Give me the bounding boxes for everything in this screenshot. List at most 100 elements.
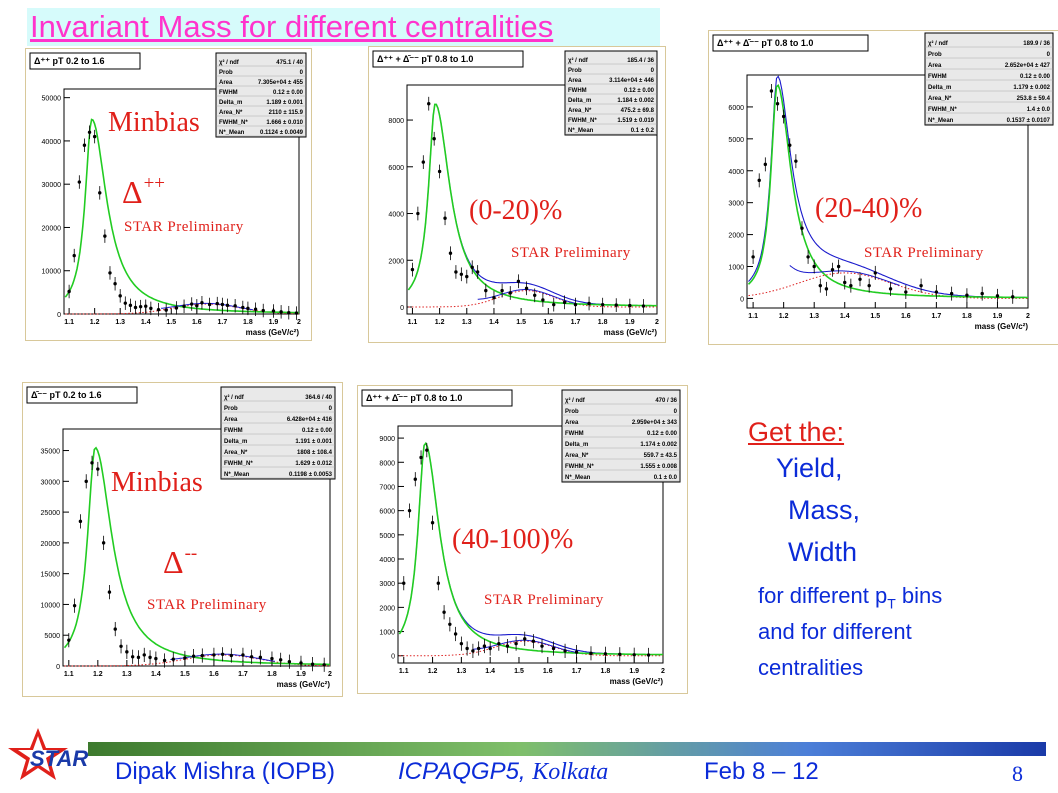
- data-point: [299, 661, 303, 665]
- stats-value: 1.184 ± 0.002: [617, 98, 654, 104]
- stats-value: 1808 ± 108.4: [297, 450, 333, 456]
- data-point: [133, 305, 138, 310]
- data-point: [90, 461, 94, 465]
- stats-value: 1.191 ± 0.001: [295, 439, 332, 445]
- peak-fit-curve: [747, 83, 1028, 299]
- stats-value: 0.1537 ± 0.0107: [1007, 118, 1051, 124]
- data-point: [492, 295, 496, 300]
- y-tick-label: 25000: [41, 510, 61, 517]
- mass-item: Mass,: [788, 495, 861, 525]
- stats-key: FWHM_N*: [568, 118, 597, 124]
- data-point: [67, 638, 71, 642]
- stats-value: 0: [651, 68, 655, 74]
- data-point: [119, 644, 123, 649]
- stats-key: FWHM_N*: [928, 107, 957, 113]
- x-tick-label: 1.9: [629, 668, 639, 675]
- data-point: [949, 291, 954, 296]
- data-point: [72, 253, 76, 258]
- data-point: [508, 291, 512, 295]
- data-point: [488, 646, 492, 651]
- stats-value: 1.519 ± 0.019: [617, 118, 654, 124]
- centralities-text-1: and for different: [758, 619, 912, 644]
- data-point: [465, 646, 469, 651]
- data-point: [249, 655, 254, 659]
- x-axis-label: mass (GeV/c²): [246, 328, 300, 337]
- data-point: [195, 304, 199, 308]
- y-tick-label: 0: [391, 654, 395, 661]
- stats-value: 470 / 36: [655, 398, 677, 404]
- data-point: [113, 627, 117, 631]
- x-tick-label: 1.9: [993, 313, 1003, 320]
- y-tick-label: 15000: [41, 572, 61, 579]
- data-point: [873, 271, 877, 275]
- y-tick-label: 6000: [379, 509, 395, 516]
- x-tick-label: 1.5: [166, 319, 176, 326]
- data-point: [476, 646, 481, 651]
- stats-key: Prob: [565, 409, 579, 415]
- stats-key: χ² / ndf: [565, 397, 586, 404]
- data-point: [82, 143, 87, 147]
- y-tick-label: 0: [57, 312, 61, 319]
- data-point: [156, 307, 161, 312]
- x-tick-label: 2: [655, 319, 659, 326]
- data-point: [67, 289, 71, 294]
- y-tick-label: 2000: [388, 258, 404, 265]
- x-tick-label: 1.5: [870, 313, 880, 320]
- data-point: [514, 641, 518, 646]
- peak-fit-curve: [63, 446, 330, 666]
- stats-key: Area_N*: [224, 450, 248, 456]
- panel-title-box: [361, 389, 513, 407]
- stats-key: Prob: [928, 52, 942, 58]
- x-tick-label: 1.8: [962, 313, 972, 320]
- y-tick-label: 30000: [42, 182, 62, 189]
- footer-gradient-bar: [88, 742, 1046, 756]
- x-axis-label: mass (GeV/c²): [610, 677, 664, 686]
- y-tick-label: 4000: [388, 212, 404, 219]
- data-point: [103, 234, 107, 238]
- data-point: [279, 310, 283, 314]
- stats-value: 0.12 ± 0.00: [647, 431, 678, 437]
- plot-svg: 0 5000 10000 15000 20000 25000 30000 35000 1.1 1.…: [26, 386, 336, 689]
- plot-panel-40-100: 0 1000 2000 3000 4000 5000 6000 7000 8000 9000 1.1…: [357, 385, 688, 694]
- x-tick-label: 1.6: [543, 668, 553, 675]
- x-tick-label: 1.1: [748, 313, 758, 320]
- slide-title: Invariant Mass for different centralitie…: [27, 8, 660, 46]
- data-point: [587, 301, 591, 306]
- data-point: [402, 581, 406, 585]
- stats-value: 0.1 ± 0.2: [631, 128, 655, 134]
- data-point: [757, 178, 761, 183]
- page-number: 8: [1012, 761, 1023, 786]
- data-point: [241, 653, 245, 657]
- x-tick-label: 1.3: [809, 313, 819, 320]
- stats-key: Delta_m: [928, 85, 951, 91]
- data-point: [788, 143, 792, 147]
- stats-value: 6.428e+04 ± 416: [287, 417, 333, 423]
- plot-panel-20-40: 0 1000 2000 3000 4000 5000 6000 1.1 1.2 1.3 1.4 1.5…: [708, 30, 1058, 345]
- stats-key: χ² / ndf: [568, 57, 589, 64]
- data-point: [154, 656, 158, 661]
- stats-value: 0: [329, 406, 333, 412]
- data-point: [523, 637, 527, 641]
- get-the-heading: Get the:: [748, 417, 845, 447]
- data-point: [505, 644, 510, 648]
- data-point: [419, 455, 423, 460]
- stats-key: Delta_m: [568, 98, 591, 104]
- data-point: [416, 211, 420, 216]
- x-tick-label: 2: [297, 319, 301, 326]
- data-point: [258, 655, 263, 660]
- yield-item: Yield,: [776, 453, 843, 483]
- stats-box: [220, 386, 336, 480]
- data-point: [531, 639, 536, 643]
- stats-key: Area: [224, 417, 238, 423]
- x-tick-label: 1.2: [435, 319, 445, 326]
- data-point: [763, 162, 768, 167]
- data-point: [246, 306, 250, 311]
- data-point: [436, 581, 441, 585]
- stats-key: Area: [928, 63, 942, 69]
- data-point: [144, 304, 148, 308]
- data-point: [190, 302, 194, 306]
- data-point: [92, 134, 97, 139]
- data-point: [430, 521, 435, 525]
- data-point: [812, 264, 816, 269]
- x-tick-label: 1.7: [571, 319, 581, 326]
